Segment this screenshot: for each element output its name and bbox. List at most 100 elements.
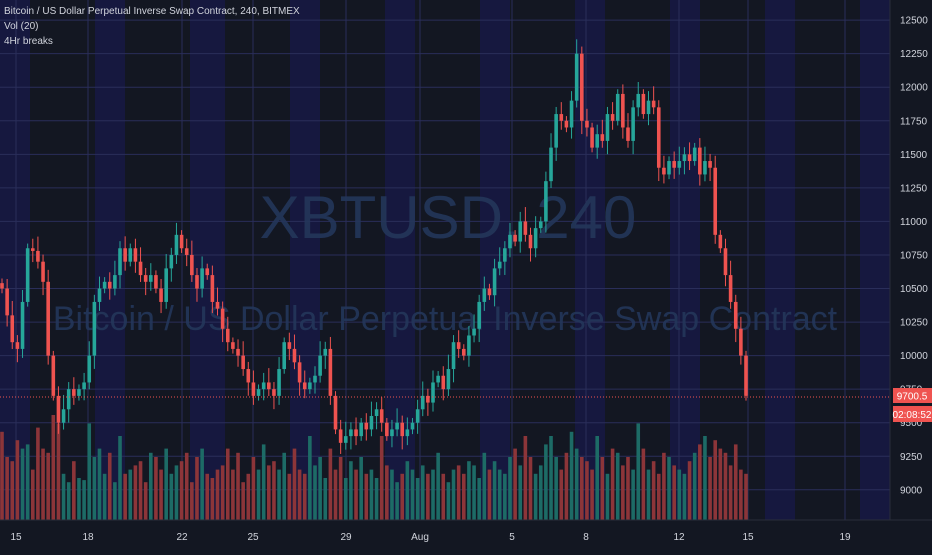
volume-bar <box>723 452 728 520</box>
volume-bar <box>190 482 194 520</box>
candle-body <box>692 147 697 162</box>
candle-body <box>461 348 466 356</box>
candle-body <box>256 389 261 396</box>
candle-body <box>338 429 343 443</box>
volume-bar <box>518 465 523 520</box>
volume-bar <box>687 461 692 520</box>
candle-body <box>441 375 446 390</box>
volume-bar <box>472 465 476 520</box>
volume-bar <box>564 452 569 520</box>
candle-body <box>513 234 517 242</box>
price-tick-label: 9500 <box>900 418 923 429</box>
candle-body <box>292 348 297 363</box>
volume-bar <box>733 444 738 520</box>
volume-bar <box>677 469 682 520</box>
volume-bar <box>426 473 430 520</box>
last-price-value: 9700.5 <box>897 392 928 403</box>
time-tick-label: 25 <box>247 532 259 543</box>
candle-body <box>287 342 292 349</box>
session-band <box>290 0 320 520</box>
volume-bar <box>708 457 712 520</box>
candle-body <box>549 147 553 182</box>
volume-bar <box>61 473 66 520</box>
volume-bar <box>210 478 215 520</box>
volume-bar <box>497 469 502 520</box>
price-tick-label: 12500 <box>900 16 928 27</box>
candle-body <box>313 375 317 383</box>
legend-title[interactable]: Bitcoin / US Dollar Perpetual Inverse Sw… <box>4 6 300 17</box>
candle-body <box>154 275 158 289</box>
candle-body <box>308 382 312 390</box>
volume-bar <box>66 482 71 520</box>
candle-body <box>718 234 723 249</box>
candle-body <box>41 261 45 282</box>
volume-bar <box>20 448 25 520</box>
volume-bar <box>436 452 440 520</box>
candle-body <box>739 328 743 356</box>
time-axis-bg[interactable] <box>0 520 932 550</box>
candle-body <box>677 161 682 168</box>
volume-bar <box>36 427 40 520</box>
volume-bar <box>503 473 507 520</box>
candle-body <box>297 362 302 383</box>
time-tick-label: Aug <box>411 532 429 543</box>
candle-body <box>184 248 189 255</box>
candle-body <box>364 422 369 430</box>
volume-bar <box>651 461 656 520</box>
candle-body <box>30 248 35 251</box>
legend-breaks[interactable]: 4Hr breaks <box>4 36 53 47</box>
chart-legend: Bitcoin / US Dollar Perpetual Inverse Sw… <box>4 4 300 49</box>
candle-body <box>97 288 102 302</box>
candle-body <box>36 250 40 262</box>
candle-body <box>92 301 97 356</box>
candle-body <box>723 248 728 276</box>
candle-body <box>56 395 61 423</box>
session-band <box>225 0 290 520</box>
volume-bar <box>200 448 204 520</box>
candle-body <box>672 161 676 168</box>
volume-bar <box>15 440 20 520</box>
volume-bar <box>174 465 179 520</box>
candle-body <box>87 355 92 383</box>
time-tick-label: 29 <box>340 532 352 543</box>
session-band <box>670 0 700 520</box>
volume-bar <box>236 452 240 520</box>
volume-bar <box>728 465 733 520</box>
candle-body <box>210 275 215 302</box>
price-tick-label: 11250 <box>900 183 928 194</box>
candle-body <box>656 107 661 168</box>
watermark: XBTUSD, 240 Bitcoin / US Dollar Perpetua… <box>53 184 838 338</box>
candle-body <box>123 248 127 262</box>
candle-body <box>626 127 630 141</box>
candle-body <box>662 167 666 175</box>
session-band <box>795 0 860 520</box>
candle-body <box>744 355 748 396</box>
legend-volume[interactable]: Vol (20) <box>4 21 39 32</box>
candle-body <box>107 281 112 289</box>
time-tick-label: 18 <box>82 532 94 543</box>
volume-bar <box>559 469 564 520</box>
volume-bar <box>313 465 317 520</box>
candle-body <box>687 154 692 162</box>
volume-bar <box>467 461 471 520</box>
price-axis-bg[interactable] <box>890 0 932 520</box>
candle-body <box>431 382 435 403</box>
candle-body <box>102 281 107 289</box>
volume-bar <box>446 482 451 520</box>
candle-body <box>379 409 384 423</box>
last-price-badge: 9700.5 <box>893 388 932 403</box>
time-axis: 15 18 22 25 29 Aug 5 8 12 15 19 <box>10 532 851 543</box>
volume-bar <box>92 457 97 520</box>
volume-bar <box>492 461 497 520</box>
candle-body <box>374 409 379 416</box>
volume-bar <box>646 469 651 520</box>
candle-body <box>405 429 410 437</box>
candle-body <box>569 100 574 128</box>
volume-bar <box>523 436 528 520</box>
volume-bar <box>102 473 107 520</box>
volume-bar <box>574 448 579 520</box>
volume-bar <box>184 452 189 520</box>
volume-bar <box>431 469 435 520</box>
time-tick-label: 22 <box>176 532 188 543</box>
